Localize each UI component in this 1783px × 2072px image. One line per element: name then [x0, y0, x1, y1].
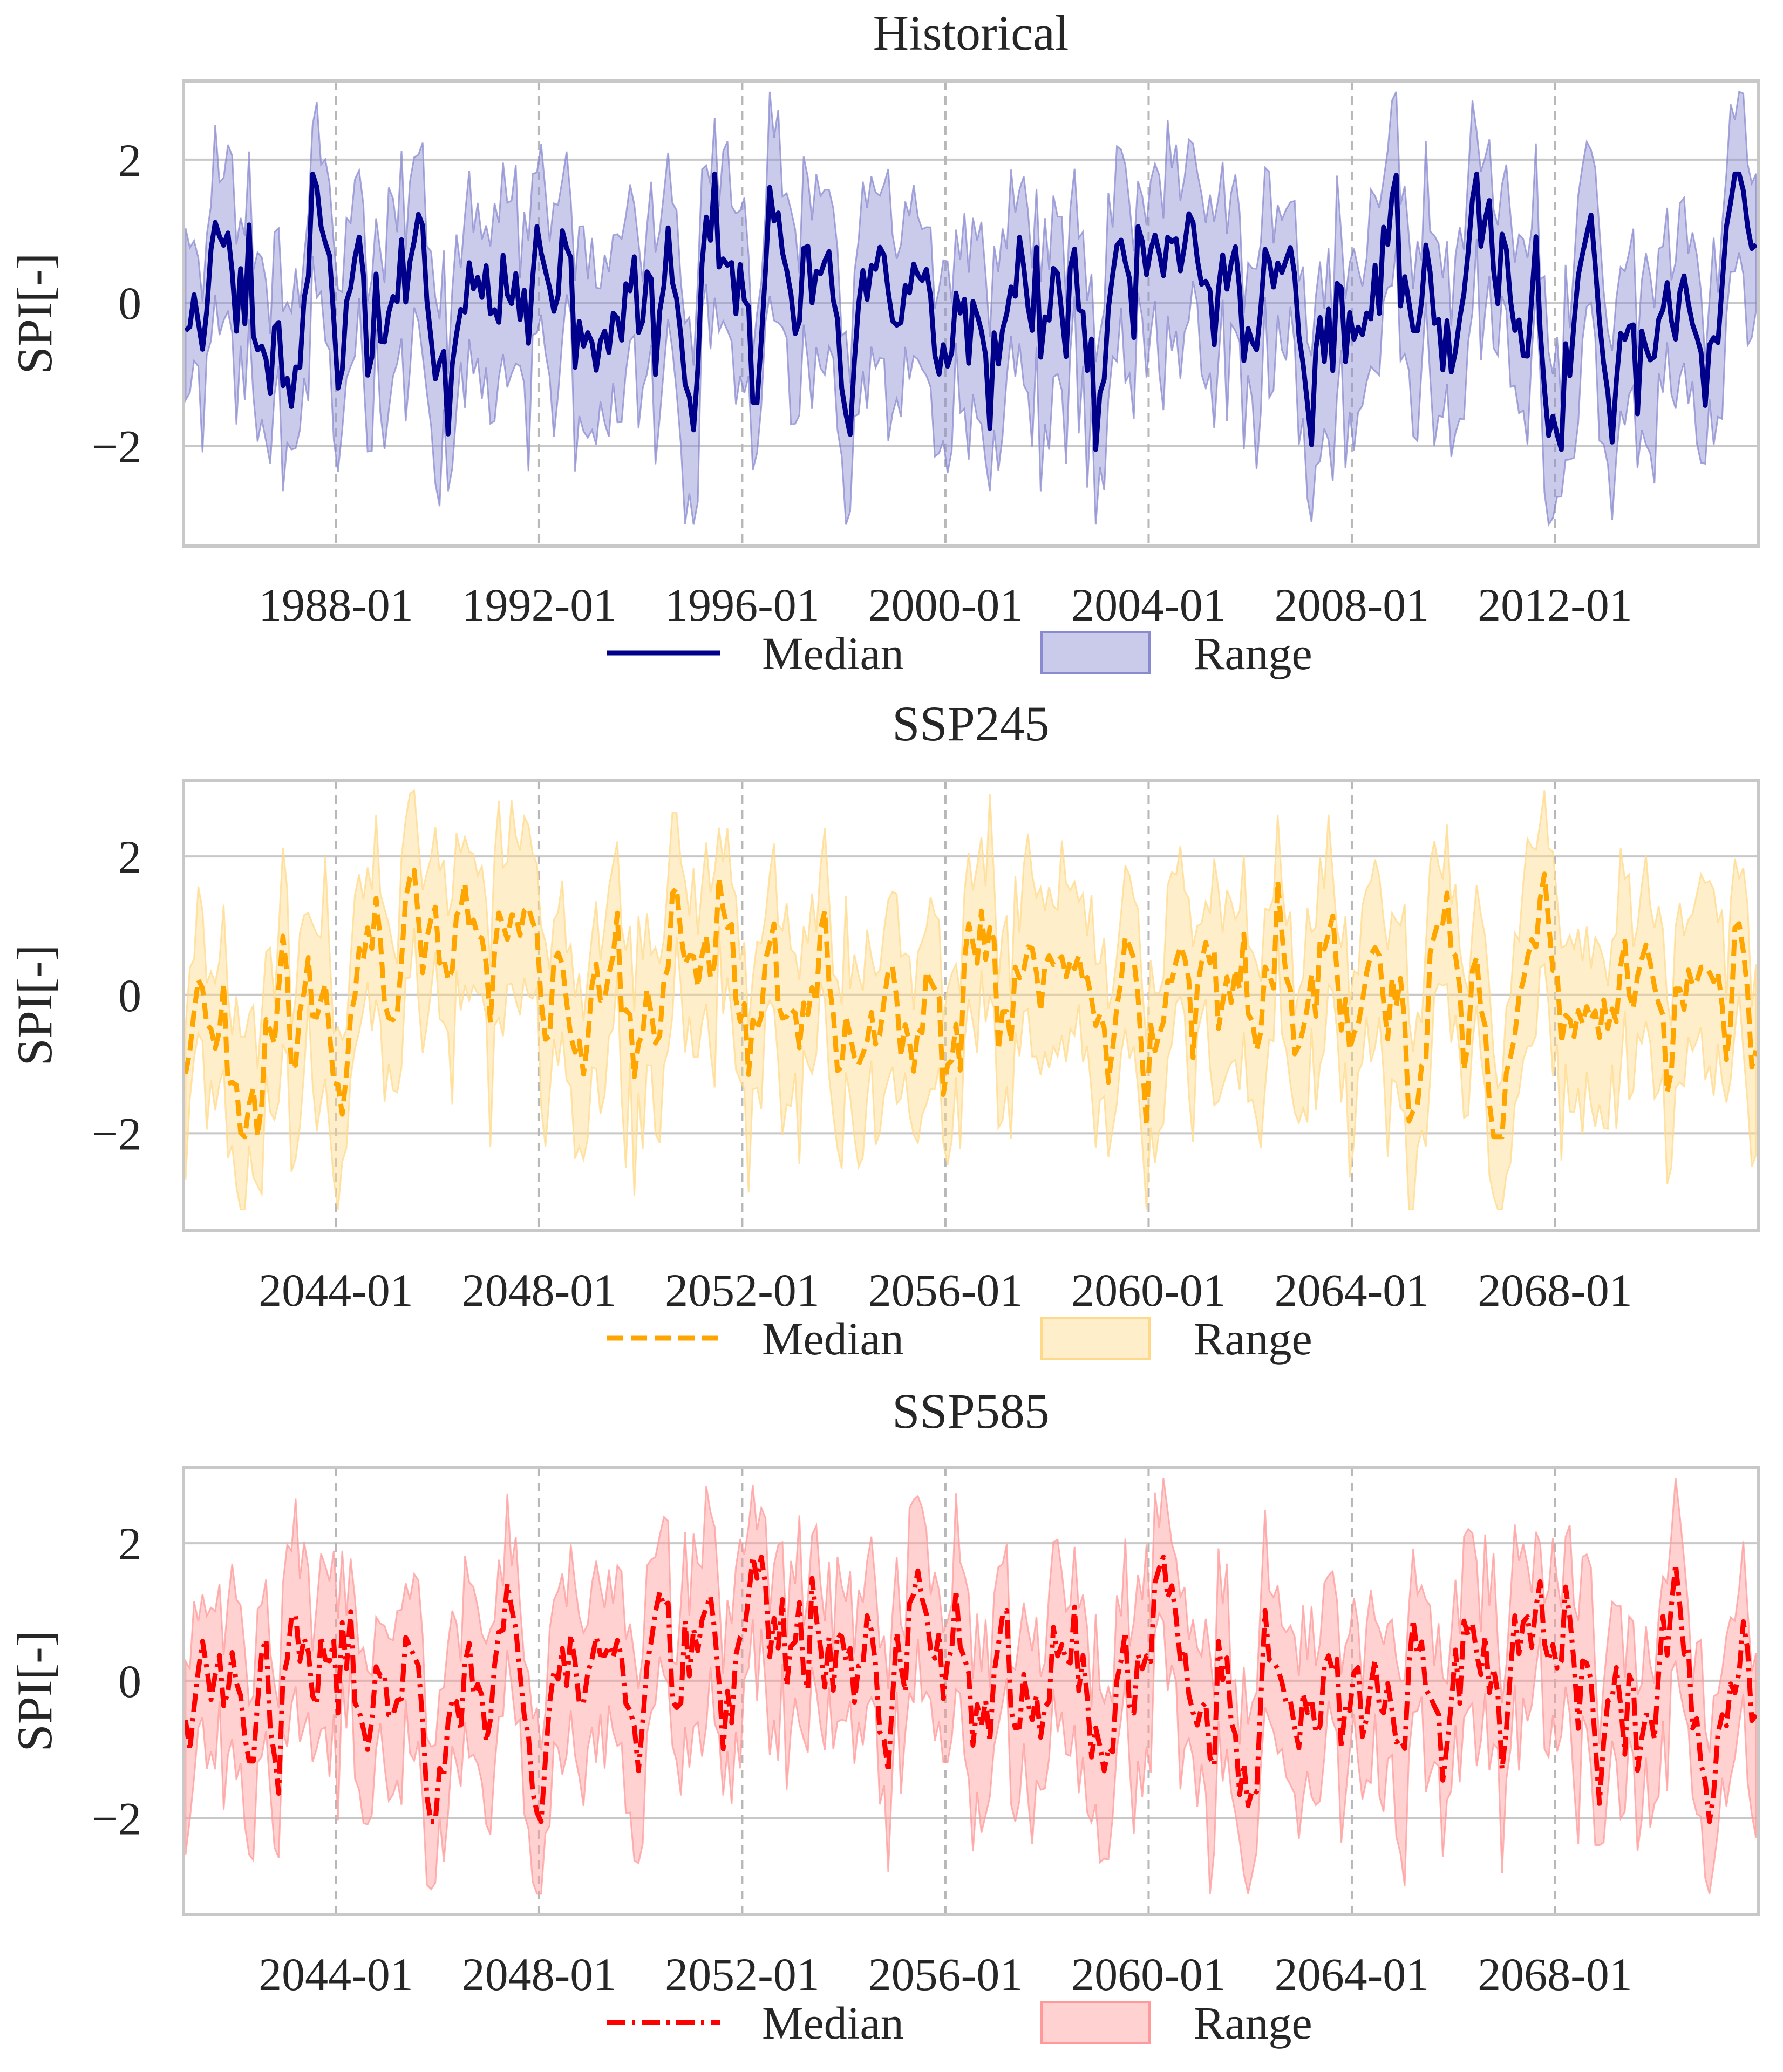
y-tick-label: 0 — [118, 277, 141, 329]
legend-range-swatch — [1040, 631, 1151, 674]
x-tick-label: 2000-01 — [868, 579, 1023, 631]
y-tick-label: 0 — [118, 970, 141, 1021]
median-line — [183, 868, 1759, 1140]
axes-frame — [182, 779, 1760, 1232]
x-tick-label: 2012-01 — [1478, 579, 1632, 631]
y-tick-label: 2 — [118, 1518, 141, 1570]
legend: Median Range — [607, 1997, 1312, 2049]
legend-range-swatch — [1040, 1317, 1151, 1360]
median-line — [183, 1555, 1758, 1824]
axes-frame — [182, 79, 1760, 548]
legend-range-swatch — [1040, 2001, 1151, 2044]
x-tick-label: 1996-01 — [665, 579, 820, 631]
y-tick-label: −2 — [92, 1108, 141, 1160]
x-tick-label: 2068-01 — [1478, 1264, 1632, 1316]
y-tick-label: 0 — [118, 1655, 141, 1707]
chart-title: SSP245 — [892, 696, 1050, 751]
chart-panel-1: Historical SPI[-] 2 0 −2 1988-01 1992-01 1996-0… — [7, 5, 1760, 679]
y-axis-label: SPI[-] — [7, 945, 62, 1066]
x-tick-label: 2052-01 — [665, 1264, 820, 1316]
legend-median-label: Median — [762, 628, 904, 679]
y-tick-label: 2 — [118, 831, 141, 883]
x-tick-label: 2004-01 — [1071, 579, 1226, 631]
x-tick-label: 2060-01 — [1071, 1264, 1226, 1316]
x-tick-label: 2048-01 — [462, 1948, 617, 2000]
range-band — [185, 789, 1757, 1211]
chart-panel-2: SSP245 SPI[-] 2 0 −2 2044-01 2048-01 2052-01 205… — [7, 696, 1760, 1365]
legend-median-label: Median — [762, 1997, 904, 2049]
x-tick-label: 2044-01 — [258, 1948, 413, 2000]
median-line — [183, 171, 1758, 452]
legend: Median Range — [607, 1313, 1312, 1365]
chart-title: SSP585 — [892, 1383, 1050, 1439]
legend-range-label: Range — [1194, 628, 1312, 679]
x-tick-label: 2008-01 — [1275, 579, 1430, 631]
x-tick-label: 1992-01 — [462, 579, 617, 631]
legend: Median Range — [607, 628, 1312, 679]
x-tick-label: 2060-01 — [1071, 1948, 1226, 2000]
y-axis-label: SPI[-] — [7, 1631, 62, 1752]
y-tick-label: −2 — [92, 1793, 141, 1845]
x-tick-label: 2044-01 — [258, 1264, 413, 1316]
y-axis-label: SPI[-] — [7, 253, 62, 374]
x-tick-label: 2056-01 — [868, 1948, 1023, 2000]
chart-panel-3: SSP585 SPI[-] 2 0 −2 2044-01 2048-01 2052-01 205… — [7, 1383, 1760, 2049]
x-tick-label: 2064-01 — [1275, 1264, 1430, 1316]
chart-title: Historical — [873, 5, 1069, 60]
legend-range-label: Range — [1194, 1997, 1312, 2049]
x-tick-label: 1988-01 — [258, 579, 413, 631]
y-tick-label: 2 — [118, 134, 141, 186]
x-tick-label: 2064-01 — [1275, 1948, 1430, 2000]
legend-range-label: Range — [1194, 1313, 1312, 1365]
x-tick-label: 2052-01 — [665, 1948, 820, 2000]
x-tick-label: 2048-01 — [462, 1264, 617, 1316]
y-tick-label: −2 — [92, 420, 141, 472]
x-tick-label: 2056-01 — [868, 1264, 1023, 1316]
axes-frame — [182, 1466, 1760, 1916]
legend-median-label: Median — [762, 1313, 904, 1365]
x-tick-label: 2068-01 — [1478, 1948, 1632, 2000]
